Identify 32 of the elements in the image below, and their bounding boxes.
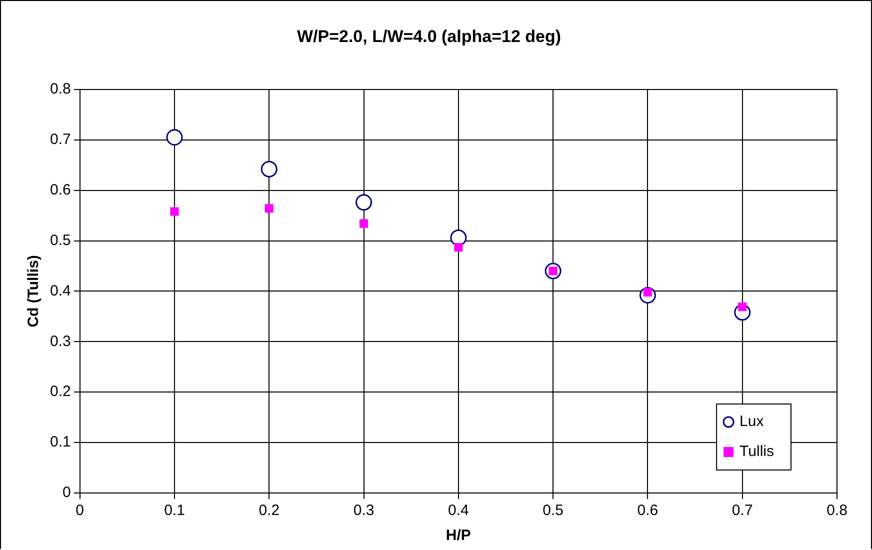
point	[264, 204, 274, 213]
y-tick-label: 0.1	[50, 434, 71, 451]
y-tick-label: 0.2	[50, 383, 71, 400]
y-tick-label: 0.8	[50, 80, 71, 98]
x-tick-label: 0.5	[542, 502, 564, 520]
x-tick-label: 0.1	[164, 502, 185, 520]
x-axis-title: H/P	[446, 527, 471, 544]
x-tick-label: 0.3	[353, 502, 374, 520]
x-tick-label: 0.6	[637, 502, 658, 520]
x-tick-label: 0.8	[826, 502, 848, 520]
point	[738, 302, 747, 312]
point	[166, 129, 183, 146]
point	[260, 160, 278, 178]
x-tick-label: 0.7	[732, 502, 753, 520]
point	[356, 194, 372, 211]
legend-label: Lux	[740, 413, 764, 430]
x-tick-label: 0.2	[258, 502, 280, 520]
y-tick-label: 0.4	[50, 282, 71, 300]
point	[450, 229, 467, 246]
point	[359, 219, 368, 228]
point	[454, 243, 463, 252]
legend-label: Tullis	[740, 443, 774, 460]
y-tick-label: 0.7	[50, 130, 71, 148]
point	[170, 207, 179, 216]
y-axis-title: Cd (Tullis)	[25, 255, 42, 328]
y-tick-label: 0	[62, 484, 71, 502]
y-tick-label: 0.3	[50, 332, 71, 350]
y-tick-label: 0.5	[50, 232, 71, 249]
y-tick-label: 0.6	[50, 181, 71, 198]
x-tick-label: 0	[76, 502, 84, 520]
chart-title: W/P=2.0, L/W=4.0 (alpha=12 deg)	[296, 26, 562, 46]
x-tick-label: 0.4	[448, 502, 469, 520]
